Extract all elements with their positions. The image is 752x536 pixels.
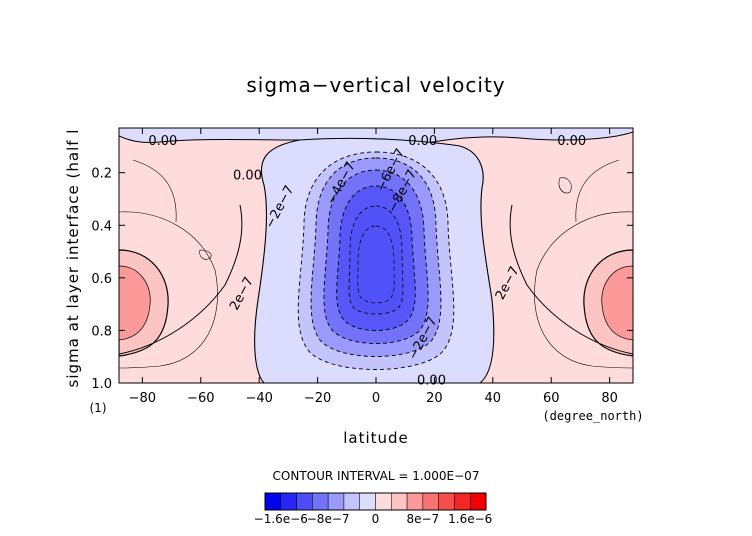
positive-contour xyxy=(558,177,572,194)
colorbar-tick-label: 1.6e−6 xyxy=(448,512,492,526)
chart-title: sigma−vertical velocity xyxy=(246,73,505,97)
contour-label-text: 0.00 xyxy=(557,134,586,149)
colorbar-swatch xyxy=(264,492,282,511)
y-tick-label: 0.8 xyxy=(91,324,112,339)
x-axis-label: latitude xyxy=(343,429,409,447)
colorbar-tick-label: −8e−7 xyxy=(307,512,350,526)
y-tick-label: 0.6 xyxy=(91,272,112,287)
colorbar-frame xyxy=(264,492,487,511)
x-axis-units: (degree_north) xyxy=(542,409,643,423)
contour-label-text: 0.00 xyxy=(148,134,177,149)
positive-region-left-inner xyxy=(119,265,151,341)
positive-contour xyxy=(199,249,212,260)
contour-label-text: 0.00 xyxy=(417,373,446,388)
contour-label-text: 0.00 xyxy=(233,168,262,183)
x-tick-label: 80 xyxy=(601,391,618,406)
colorbar-tick-label: 0 xyxy=(372,512,380,526)
colorbar-swatch xyxy=(280,492,297,511)
x-axis: −80 −60 −40 −20 0 20 40 60 80 xyxy=(129,128,618,406)
colorbar-swatch xyxy=(469,492,487,511)
colorbar-tick-label: −1.6e−6 xyxy=(254,512,308,526)
colorbar-swatch xyxy=(296,492,313,511)
contour-label: 0.00 xyxy=(233,168,262,183)
x-tick-label: −40 xyxy=(245,391,272,406)
y-axis-label: sigma at layer interface (half l xyxy=(64,129,82,388)
contour-label: 0.00 xyxy=(148,134,177,149)
contour-label: 0.00 xyxy=(408,134,437,149)
positive-region-right-inner xyxy=(601,265,633,341)
x-tick-label: −60 xyxy=(187,391,214,406)
y-tick-label: 0.4 xyxy=(91,219,112,234)
colorbar-swatch xyxy=(359,492,376,511)
contour-label-text: 0.00 xyxy=(408,134,437,149)
y-axis: 0.2 0.4 0.6 0.8 1.0 xyxy=(91,167,633,392)
colorbar-tick-label: 8e−7 xyxy=(406,512,439,526)
x-tick-label: 40 xyxy=(485,391,502,406)
y-tick-label: 0.2 xyxy=(91,167,112,182)
contour-label: 0.00 xyxy=(557,134,586,149)
contour-interval-text: CONTOUR INTERVAL = 1.000E−07 xyxy=(273,469,480,483)
x-tick-label: −80 xyxy=(129,391,156,406)
x-tick-label: 0 xyxy=(372,391,380,406)
x-tick-label: 20 xyxy=(426,391,443,406)
contour-label: 0.00 xyxy=(417,373,446,388)
x-tick-label: 60 xyxy=(543,391,560,406)
colorbar-swatch xyxy=(343,492,360,511)
positive-contour xyxy=(119,211,218,369)
colorbar-swatch xyxy=(422,492,439,511)
positive-contour xyxy=(534,211,633,369)
negative-contour xyxy=(357,225,395,304)
plot-area: 0.00 0.00 0.000.000.00−2e−7 −4e−7 −6e−7−8e−7… xyxy=(91,127,634,406)
colorbar-swatch xyxy=(375,492,392,511)
colorbar-swatch xyxy=(438,492,455,511)
colorbar-swatch xyxy=(406,492,424,511)
colorbar-swatch xyxy=(454,492,471,511)
negative-region-1e-6 xyxy=(348,205,404,315)
positive-contour-2e-7 xyxy=(119,204,243,355)
positive-contour xyxy=(575,159,620,223)
x-tick-label: −20 xyxy=(304,391,331,406)
positive-contour-2e-7 xyxy=(509,204,633,355)
colorbar-swatch xyxy=(391,492,408,511)
colorbar-swatch xyxy=(312,492,329,511)
positive-contour xyxy=(132,159,177,223)
colorbar-labels: −1.6e−6−8e−7 0 8e−7 1.6e−6 xyxy=(254,512,493,526)
colorbar-swatch xyxy=(327,492,345,511)
y-axis-units: (1) xyxy=(90,401,107,415)
colorbar xyxy=(264,492,487,511)
y-tick-label: 1.0 xyxy=(91,377,112,392)
